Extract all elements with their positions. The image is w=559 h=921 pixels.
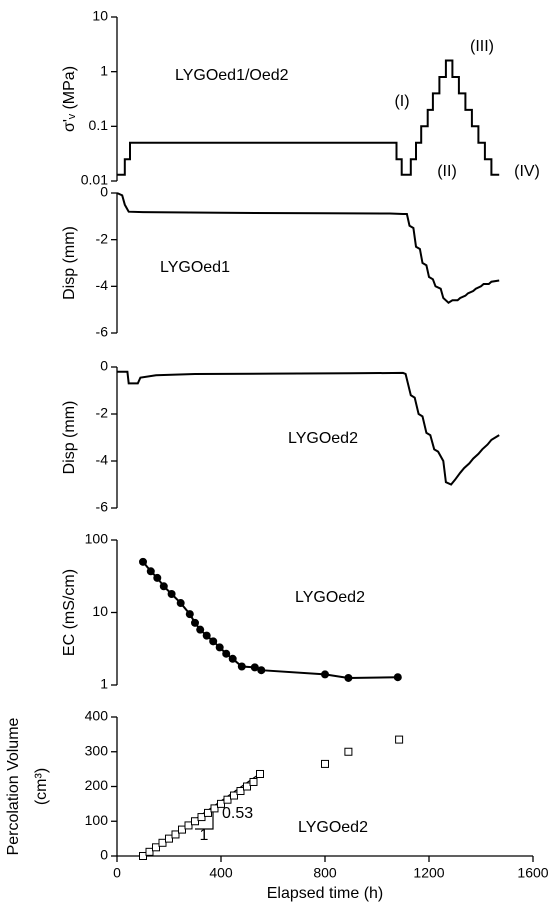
marker xyxy=(145,847,154,856)
annotation: (IV) xyxy=(514,163,540,180)
marker xyxy=(210,804,219,813)
marker xyxy=(204,808,212,817)
y-tick-label: -4 xyxy=(96,277,109,293)
y-tick-label: 10 xyxy=(92,603,108,619)
y-tick-label: 1 xyxy=(100,676,108,692)
marker xyxy=(344,673,353,682)
marker xyxy=(250,663,259,672)
marker xyxy=(243,782,251,791)
marker xyxy=(152,843,160,852)
marker xyxy=(191,817,199,826)
y-tick-label: -4 xyxy=(96,452,109,468)
y-axis-label: σ'ᵥ (MPa) xyxy=(61,66,78,132)
marker xyxy=(215,643,224,652)
marker xyxy=(321,670,329,679)
marker xyxy=(217,799,225,808)
y-tick-label: 100 xyxy=(85,531,109,547)
marker xyxy=(228,654,237,663)
marker xyxy=(146,567,155,576)
y-tick-label: 0 xyxy=(100,358,108,374)
marker xyxy=(222,649,231,658)
x-axis-label: Elapsed time (h) xyxy=(267,885,384,902)
marker xyxy=(178,825,186,834)
marker xyxy=(209,637,218,646)
y-tick-label: 0.1 xyxy=(89,117,109,133)
marker xyxy=(393,673,402,682)
annotation: LYGOed1/Oed2 xyxy=(175,67,289,84)
y-tick-label: 400 xyxy=(85,708,109,724)
marker xyxy=(230,791,238,800)
x-tick-label: 1200 xyxy=(413,865,444,881)
y-tick-label: 200 xyxy=(85,777,109,793)
y-axis-label: Disp (mm) xyxy=(61,226,78,300)
x-tick-label: 400 xyxy=(209,865,233,881)
annotation: 1 xyxy=(200,827,209,844)
marker xyxy=(197,813,206,822)
annotation: (III) xyxy=(470,38,494,55)
marker xyxy=(158,838,167,847)
marker xyxy=(153,573,162,582)
marker xyxy=(159,582,168,591)
marker xyxy=(167,589,176,598)
x-tick-label: 1600 xyxy=(517,865,548,881)
annotation: 0.53 xyxy=(222,805,253,822)
marker xyxy=(185,610,194,619)
y-tick-label: 1 xyxy=(100,62,108,78)
marker xyxy=(139,852,147,860)
y-tick-label: -2 xyxy=(96,405,109,421)
marker xyxy=(321,759,329,768)
data-line xyxy=(116,192,500,304)
annotation: (II) xyxy=(437,163,457,180)
marker xyxy=(237,662,246,671)
slope-triangle xyxy=(195,811,214,830)
marker xyxy=(257,666,266,675)
x-tick-label: 0 xyxy=(113,865,121,881)
marker xyxy=(344,747,353,756)
marker xyxy=(223,795,232,804)
y-axis-label: Percolation Volume xyxy=(5,717,22,855)
marker xyxy=(165,834,173,843)
y-axis-label: Disp (mm) xyxy=(61,401,78,475)
y-axis-label: EC (mS/cm) xyxy=(61,569,78,656)
y-tick-label: 0.01 xyxy=(81,172,108,188)
annotation: LYGOed2 xyxy=(295,589,365,606)
marker xyxy=(139,557,147,566)
y-tick-label: 10 xyxy=(92,8,108,24)
marker xyxy=(202,631,211,640)
annotation: LYGOed2 xyxy=(298,819,368,836)
y-tick-label: 300 xyxy=(85,742,109,758)
y-tick-label: 0 xyxy=(100,184,108,200)
annotation: LYGOed1 xyxy=(160,259,230,276)
marker xyxy=(236,787,245,796)
marker xyxy=(249,777,258,786)
marker xyxy=(256,769,264,778)
data-line xyxy=(117,59,500,176)
data-line xyxy=(142,561,398,680)
y-tick-label: -2 xyxy=(96,230,109,246)
y-tick-label: -6 xyxy=(96,499,109,515)
y-tick-label: 100 xyxy=(85,812,109,828)
marker xyxy=(191,618,199,627)
marker xyxy=(196,625,205,634)
marker xyxy=(176,599,185,608)
annotation: (I) xyxy=(394,93,409,110)
data-line xyxy=(117,370,500,486)
y-axis-label: (cm³) xyxy=(33,768,50,805)
marker xyxy=(171,830,180,839)
y-tick-label: 0 xyxy=(100,847,108,863)
annotation: LYGOed2 xyxy=(288,430,358,447)
y-tick-label: -6 xyxy=(96,324,109,340)
marker xyxy=(184,821,193,830)
x-tick-label: 800 xyxy=(313,865,337,881)
marker xyxy=(395,735,404,744)
